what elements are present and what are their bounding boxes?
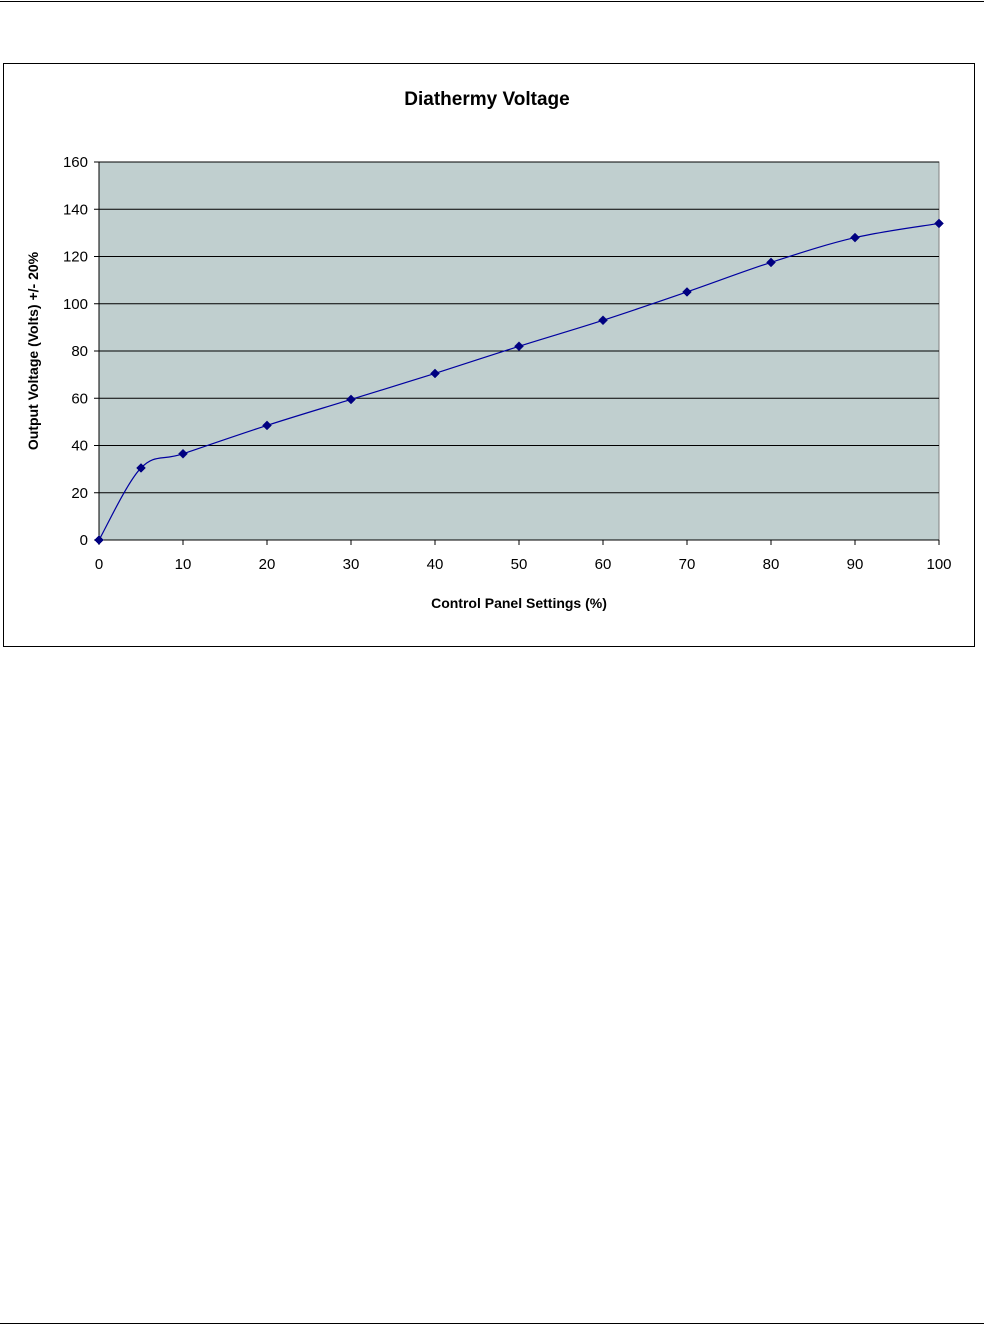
- chart-title: Diathermy Voltage: [404, 89, 569, 110]
- grid-lines: [99, 161, 939, 494]
- x-tick-label: 80: [763, 556, 780, 573]
- data-point-marker: [766, 257, 776, 268]
- chart-svg: 0 20 40 60 80 100 120 140 160 0 10 20 30 40 50 60 70 80 90…: [25, 89, 952, 611]
- data-point-marker: [262, 420, 272, 431]
- page-top-rule: [0, 1, 984, 2]
- y-tick-label: 0: [80, 532, 88, 549]
- y-tick-label: 120: [63, 249, 88, 266]
- x-tick-label: 10: [175, 556, 192, 573]
- x-axis-title: Control Panel Settings (%): [431, 595, 607, 611]
- x-tick-label: 50: [511, 556, 528, 573]
- x-tick-label: 30: [343, 556, 360, 573]
- data-point-marker: [682, 287, 692, 297]
- y-axis-title: Output Voltage (Volts) +/- 20%: [25, 251, 41, 450]
- chart-frame: 0 20 40 60 80 100 120 140 160 0 10 20 30 40 50 60 70 80 90…: [3, 63, 975, 647]
- y-tick-label: 40: [71, 438, 88, 455]
- data-point-marker: [934, 218, 944, 229]
- x-tick-label: 100: [926, 556, 951, 573]
- y-tick-label: 80: [71, 343, 88, 360]
- y-tick-label: 100: [63, 296, 88, 313]
- page-bottom-rule: [0, 1323, 984, 1324]
- data-point-marker: [136, 463, 146, 473]
- axes: 0 20 40 60 80 100 120 140 160 0 10 20 30 40 50 60 70 80 90…: [63, 154, 952, 573]
- data-point-marker: [430, 368, 440, 379]
- data-point-marker: [514, 341, 524, 352]
- y-tick-label: 140: [63, 201, 88, 218]
- data-point-marker: [94, 535, 104, 545]
- y-tick-label: 160: [63, 154, 88, 171]
- series: [94, 218, 944, 545]
- y-tick-label: 60: [71, 390, 88, 407]
- x-tick-label: 60: [595, 556, 612, 573]
- data-point-marker: [346, 394, 356, 405]
- data-point-marker: [598, 315, 608, 326]
- x-tick-label: 40: [427, 556, 444, 573]
- x-tick-label: 0: [95, 556, 103, 573]
- x-tick-label: 70: [679, 556, 696, 573]
- data-point-marker: [850, 232, 860, 243]
- x-tick-label: 90: [847, 556, 864, 573]
- data-point-marker: [178, 448, 188, 459]
- x-tick-label: 20: [259, 556, 276, 573]
- y-tick-label: 20: [71, 485, 88, 502]
